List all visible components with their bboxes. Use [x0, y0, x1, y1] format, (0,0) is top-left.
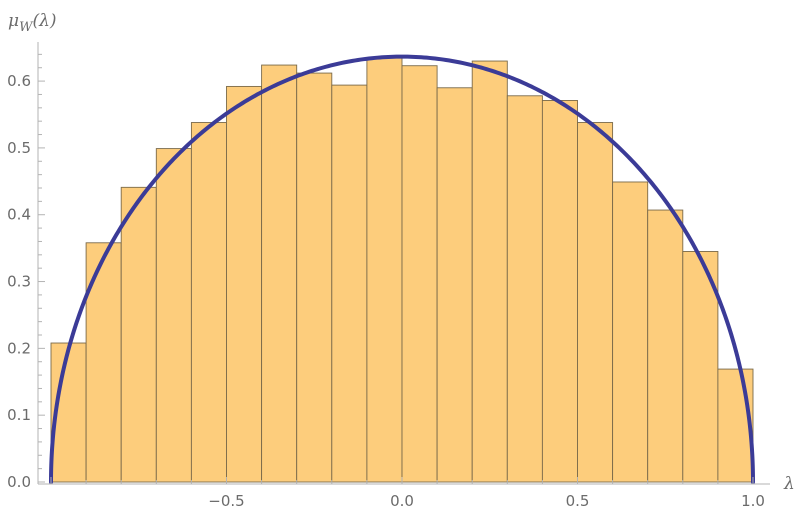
- y-title-argument: (λ): [32, 11, 56, 31]
- histogram-bar-20: [717, 368, 754, 483]
- histogram-bar-15: [541, 100, 578, 483]
- semicircle-density-curve: [49, 54, 755, 484]
- histogram-bar-8: [296, 72, 333, 483]
- y-tick-label: 0.1: [7, 406, 31, 424]
- histogram-bar-6: [226, 85, 263, 483]
- histogram-bar-3: [120, 186, 157, 483]
- histogram-bar-2: [85, 242, 122, 483]
- histogram-bar-17: [612, 181, 649, 483]
- axes: [37, 42, 770, 485]
- y-axis-title: μW(λ): [8, 11, 56, 35]
- y-tick-label: 0.2: [7, 339, 31, 357]
- y-tick-label: 0.3: [7, 273, 31, 291]
- x-tick-label: 0.5: [566, 492, 590, 510]
- histogram-bar-12: [436, 87, 473, 483]
- histogram-bar-19: [682, 251, 719, 483]
- histogram-bar-7: [261, 64, 298, 483]
- histogram-bar-4: [155, 148, 192, 483]
- histogram-bar-18: [647, 209, 684, 483]
- y-tick-label: 0.4: [7, 206, 31, 224]
- y-title-main: μ: [8, 11, 19, 31]
- tick-labels: −0.5 0.0 0.5 1.0 0.0 0.1 0.2 0.3 0.4 0.5 0.6: [7, 72, 765, 510]
- histogram-bar-13: [471, 60, 508, 483]
- histogram-bars: [50, 57, 754, 483]
- histogram-bar-9: [331, 84, 368, 483]
- semicircle-curve-layer: [49, 54, 755, 484]
- x-tick-label: 1.0: [741, 492, 765, 510]
- y-tick-label: 0.6: [7, 72, 31, 90]
- x-tick-label: −0.5: [208, 492, 244, 510]
- y-title-subscript: W: [19, 20, 34, 35]
- histogram-bar-14: [506, 95, 543, 483]
- histogram-bar-11: [401, 65, 438, 483]
- y-tick-label: 0.5: [7, 139, 31, 157]
- histogram-bar-16: [577, 122, 614, 483]
- x-axis-title: λ: [783, 474, 795, 494]
- x-tick-label: 0.0: [390, 492, 414, 510]
- y-tick-label: 0.0: [7, 473, 31, 491]
- histogram-bar-10: [366, 57, 403, 483]
- histogram-bar-5: [190, 122, 227, 483]
